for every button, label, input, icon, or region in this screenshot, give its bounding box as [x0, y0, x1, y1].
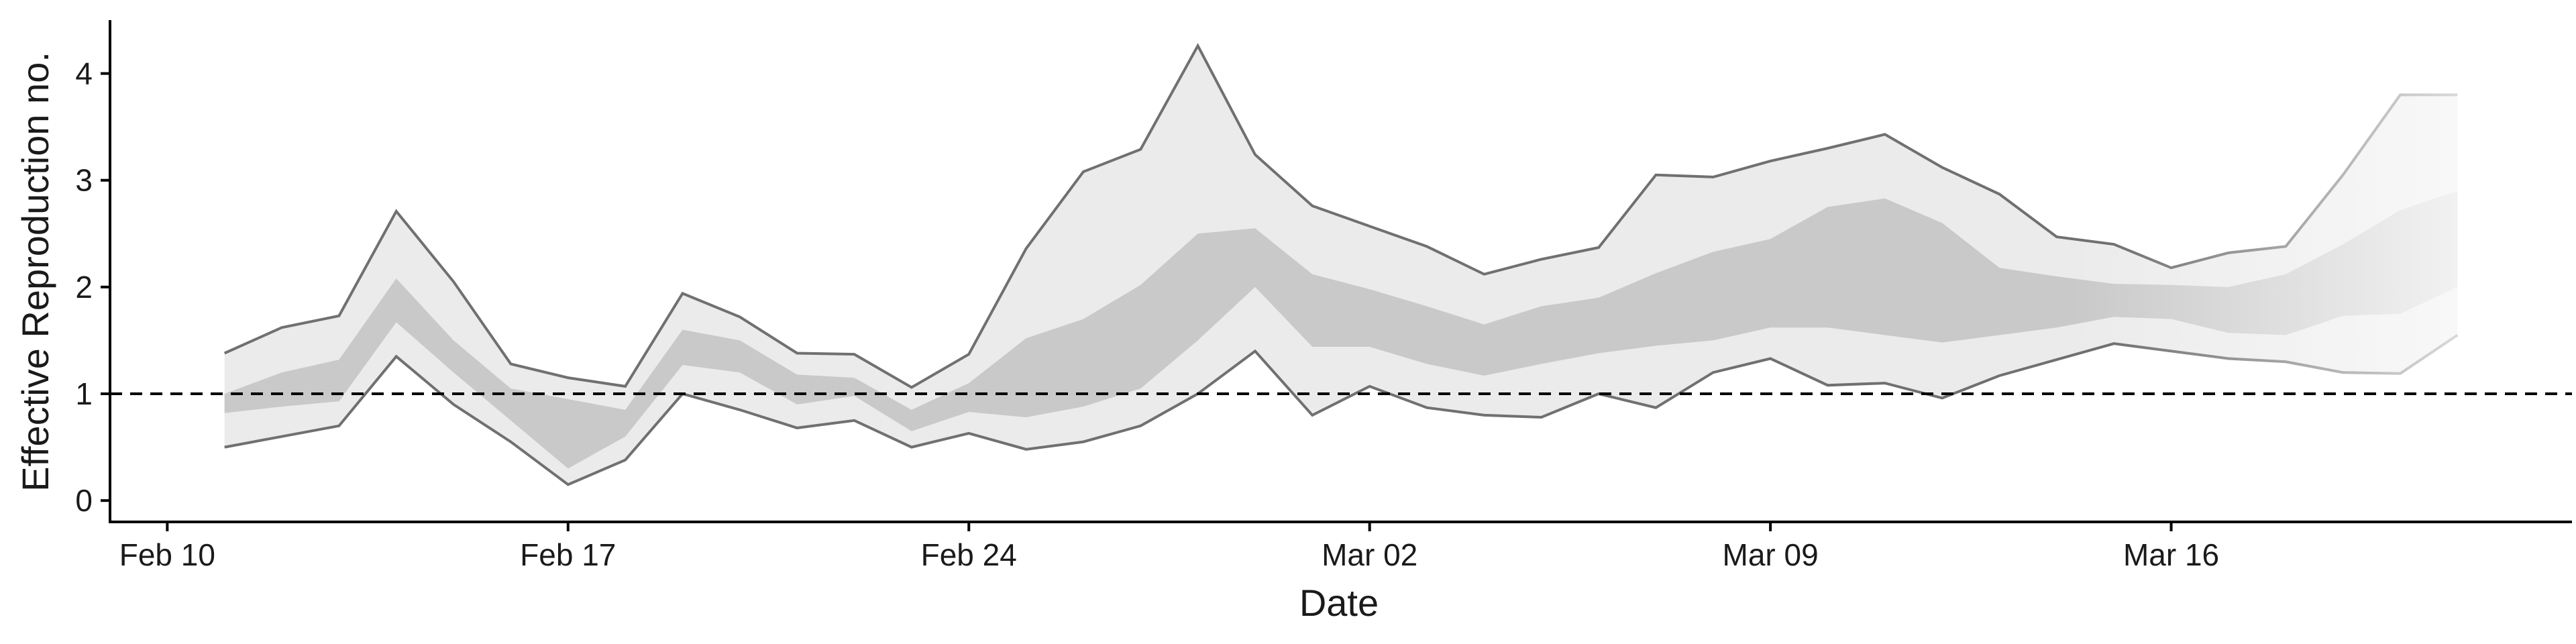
y-axis-title: Effective Reproduction no. [14, 52, 56, 492]
y-axis-ticks: 0 1 2 3 4 [75, 56, 110, 518]
y-tick-label: 4 [75, 56, 93, 91]
x-tick-label: Mar 02 [1322, 537, 1417, 572]
x-tick-label: Feb 17 [520, 537, 616, 572]
x-tick-label: Feb 24 [921, 537, 1017, 572]
axes: 0 1 2 3 4 Feb 10 Feb 17 Feb 24 Mar 02 Mar 09 Mar … [75, 20, 2572, 572]
x-tick-label: Mar 16 [2123, 537, 2219, 572]
x-tick-label: Feb 10 [119, 537, 215, 572]
plot-area [110, 42, 2572, 486]
y-tick-label: 0 [75, 483, 93, 518]
x-axis-ticks: Feb 10 Feb 17 Feb 24 Mar 02 Mar 09 Mar 16 [119, 522, 2219, 572]
x-tick-label: Mar 09 [1723, 537, 1819, 572]
y-tick-label: 3 [75, 163, 93, 198]
y-tick-label: 2 [75, 270, 93, 305]
inner-interval-band [224, 191, 2458, 469]
lower-bound-line [224, 333, 2459, 486]
upper-bound-line [223, 42, 2458, 389]
x-axis-title: Date [1299, 582, 1379, 624]
y-tick-label: 1 [75, 376, 93, 411]
